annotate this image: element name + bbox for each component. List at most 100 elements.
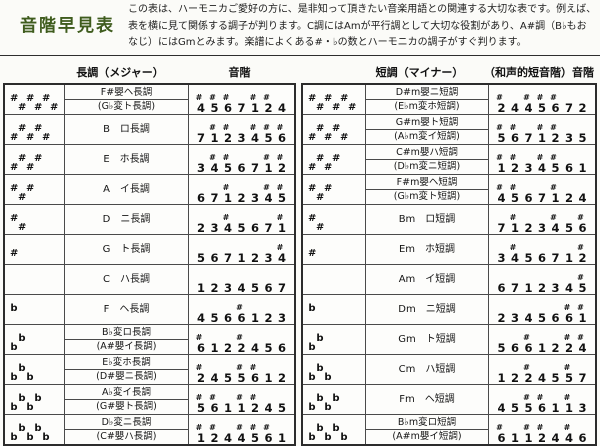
scale-note: #6 [196, 191, 205, 205]
scale-note: #4 [509, 243, 519, 265]
scale-note: #2 [195, 363, 205, 385]
scale-note: #4 [264, 401, 273, 415]
key-name: A♭変イ長調 (G#嬰ト長調) [64, 384, 189, 415]
sharp-icon: # [34, 153, 43, 164]
sharp-icon: # [308, 248, 317, 259]
scale-note: #5 [524, 251, 533, 265]
key-name: B♭変ロ長調 (A#嬰イ長調) [64, 324, 189, 355]
flat-icon: b [26, 402, 34, 413]
key-name: B♭m変ロ短調 (A#m嬰イ短調) [365, 414, 489, 446]
scale-note: #6 [195, 333, 205, 355]
scale-note: #4 [550, 213, 560, 235]
key-name-enharmonic: (E♭m変ホ短調) [394, 101, 460, 113]
flat-icon: b [10, 342, 18, 353]
scale-note: #5 [536, 93, 546, 115]
scale-note: #4 [222, 213, 232, 235]
scale-note: #7 [578, 371, 587, 385]
table-row: ###F#m嬰ヘ短調(G♭m変ト短調)#4#5#6#7#1#2#4 [301, 174, 597, 205]
key-name-main: Bm ロ短調 [398, 213, 456, 225]
scale-note: #3 [578, 401, 587, 415]
scale-note: #1 [276, 213, 286, 235]
key-name-main: G ト長調 [102, 243, 151, 255]
scale-note: #6 [550, 93, 560, 115]
sharp-icon: # [18, 153, 27, 164]
scale-notes: #5 #6 #7 #1 #2 #3#4 [188, 234, 296, 265]
minor-keys-section: 短調（マイナー） （和声的短音階）音階 ###### D#m嬰ニ短調 (E♭m変ホ短… [301, 62, 597, 446]
sharp-icon: # [316, 153, 325, 164]
intro-line-3: なじ）にはGmとみます。楽譜によくある#・♭の数とハーモニカの調子がすぐ判ります… [128, 37, 527, 48]
sharp-icon: # [18, 123, 27, 134]
scale-note: #5 [223, 371, 232, 385]
scale-notes: #1#2#3#4#5#6#1 [488, 144, 597, 175]
table-row: bbb Cm ハ短調 #1 #2 #2 #4 #5#5 #7 [301, 354, 597, 385]
scale-note: #2 [277, 371, 286, 385]
sharp-icon: # [42, 132, 51, 143]
scale-note: #1 [536, 123, 546, 145]
scale-note: #1 [223, 401, 232, 415]
flat-icon: b [308, 342, 316, 353]
key-name-main: F ヘ長調 [103, 303, 150, 315]
scale-note: #6 [236, 303, 246, 325]
column-header-minor-scale: （和声的短音階）音階 [484, 66, 594, 79]
scale-note: #2 [249, 393, 259, 415]
scale-notes: #1 #2 #2 #4 #5#5 #7 [488, 354, 597, 385]
key-signature: bbbbb [3, 414, 65, 446]
scale-note: #4 [564, 281, 573, 295]
key-name-main: Gm ト短調 [398, 333, 456, 345]
scale-note: #4 [537, 371, 546, 385]
sharp-icon: # [10, 183, 19, 194]
scale-note: #6 [263, 423, 273, 445]
table-row: # Em ホ短調 #3#4 #5 #6 #7 #1 #2 [301, 234, 597, 265]
table-row: ## Bm ロ短調 #7#1 #2 #3 #4 #5 #6 [301, 204, 597, 235]
scale-note: #1 [196, 281, 205, 295]
key-name-main: Dm ニ短調 [398, 303, 456, 315]
key-signature: #### [3, 144, 65, 175]
flat-icon: b [26, 372, 34, 383]
key-signature: bb [3, 324, 65, 355]
scale-notes: #6 #1 #2 #2 #4 #5 #6 [188, 324, 296, 355]
key-name-main: E♭変ホ長調 [65, 356, 188, 371]
scale-note: #1 [577, 303, 587, 325]
scale-note: #5 [264, 341, 273, 355]
key-name: Am イ短調 [365, 264, 489, 295]
key-signature: ### [3, 174, 65, 205]
sharp-icon: # [316, 123, 325, 134]
key-signature: ###### [3, 83, 65, 115]
scale-note: #3 [524, 161, 533, 175]
scale-note: #2 [524, 221, 533, 235]
sharp-icon: # [324, 132, 333, 143]
scale-note: #6 [577, 213, 587, 235]
flat-icon: b [34, 393, 42, 404]
scale-note: #1 [263, 153, 273, 175]
scale-note: #3 [277, 311, 286, 325]
key-name-main: Am イ短調 [398, 273, 456, 285]
sharp-icon: # [50, 102, 59, 113]
scale-notes: #5#6#6#1#2#2#4 [488, 324, 597, 355]
table-row: ####C#m嬰ハ短調(D♭m変ニ短調)#1#2#3#4#5#6#1 [301, 144, 597, 175]
key-signature: # [301, 234, 366, 265]
scale-note: #7 [551, 251, 560, 265]
scale-note: #4 [536, 153, 546, 175]
scale-note: #5 [496, 123, 506, 145]
scale-note: #2 [236, 333, 246, 355]
key-name-main: D#m嬰ニ短調 [366, 86, 488, 101]
scale-note: #3 [551, 281, 560, 295]
scale-note: #6 [496, 423, 506, 445]
flat-icon: b [340, 432, 348, 443]
scale-notes: #1 #2 #3 #4 #5 #6 #7 [188, 264, 296, 295]
key-name: D ニ長調 [64, 204, 189, 235]
scale-note: #7 [250, 161, 259, 175]
sharp-icon: # [308, 213, 317, 224]
scale-note: #2 [523, 363, 533, 385]
scale-note: #4 [578, 191, 587, 205]
flat-icon: b [308, 402, 316, 413]
sharp-icon: # [316, 102, 325, 113]
sharp-icon: # [324, 183, 333, 194]
scale-note: #4 [250, 341, 259, 355]
key-name-main: D♭変ニ長調 [65, 416, 188, 431]
scale-note: #7 [277, 281, 286, 295]
scale-notes: #6#1#1#2#4#4#6 [488, 414, 597, 446]
sharp-icon: # [26, 183, 35, 194]
table-row: ######D#m嬰ニ短調(E♭m変ホ短調)#2#4#4#5#6#7#2 [301, 83, 597, 115]
scale-note: #4 [196, 311, 205, 325]
